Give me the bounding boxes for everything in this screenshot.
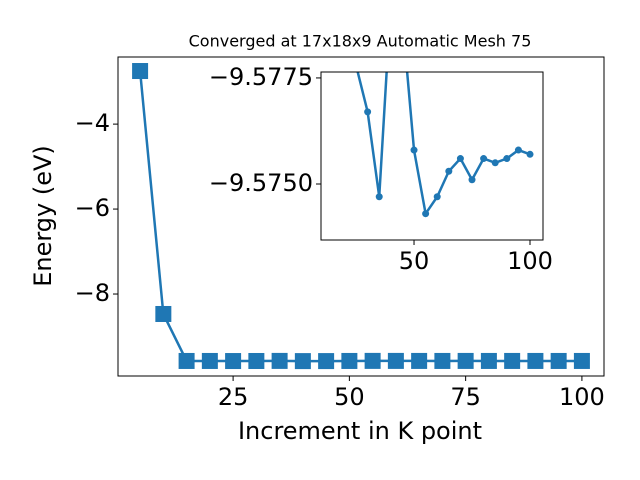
series-group [132,63,590,370]
y-axis-label: Energy (eV) [29,145,57,287]
line [356,72,531,217]
x-axis-label: Increment in K point [238,417,482,445]
marker [573,352,590,369]
marker [178,352,195,369]
y-tick-label: −9.5775 [209,63,313,91]
series-group [356,0,534,218]
marker [526,150,534,158]
x-tick-label: 100 [507,247,553,275]
marker [422,210,430,218]
marker [410,146,418,154]
marker [434,352,451,369]
marker [468,176,476,184]
marker [225,353,242,370]
chart-title: Converged at 17x18x9 Automatic Mesh 75 [189,32,532,51]
x-tick-label: 75 [450,383,481,411]
marker [411,352,428,369]
marker [480,155,488,163]
y-tick-label: −8 [75,279,110,307]
axes-frame [320,71,544,241]
marker [132,63,149,80]
marker [387,352,404,369]
marker [514,146,522,154]
marker [456,155,464,163]
marker [433,193,441,201]
marker [341,352,358,369]
marker [248,352,265,369]
marker [399,15,406,22]
y-tick-label: −6 [75,194,110,222]
axes-frame [117,56,605,377]
y-tick-label: −4 [75,109,110,137]
marker [480,352,497,369]
marker [271,352,288,369]
marker [294,353,311,370]
marker [503,155,511,163]
x-tick-label: 50 [399,247,430,275]
marker [364,108,372,116]
marker [155,305,172,322]
x-tick-label: 25 [218,383,249,411]
marker [491,159,499,167]
marker [445,167,453,175]
marker [318,353,335,370]
marker [375,193,383,201]
marker [527,352,544,369]
x-tick-label: 50 [334,383,365,411]
marker [550,352,567,369]
x-tick-label: 100 [559,383,605,411]
marker [504,352,521,369]
marker [457,352,474,369]
y-tick-label: −9.5750 [209,169,313,197]
marker [201,352,218,369]
marker [364,352,381,369]
marker [387,0,394,5]
